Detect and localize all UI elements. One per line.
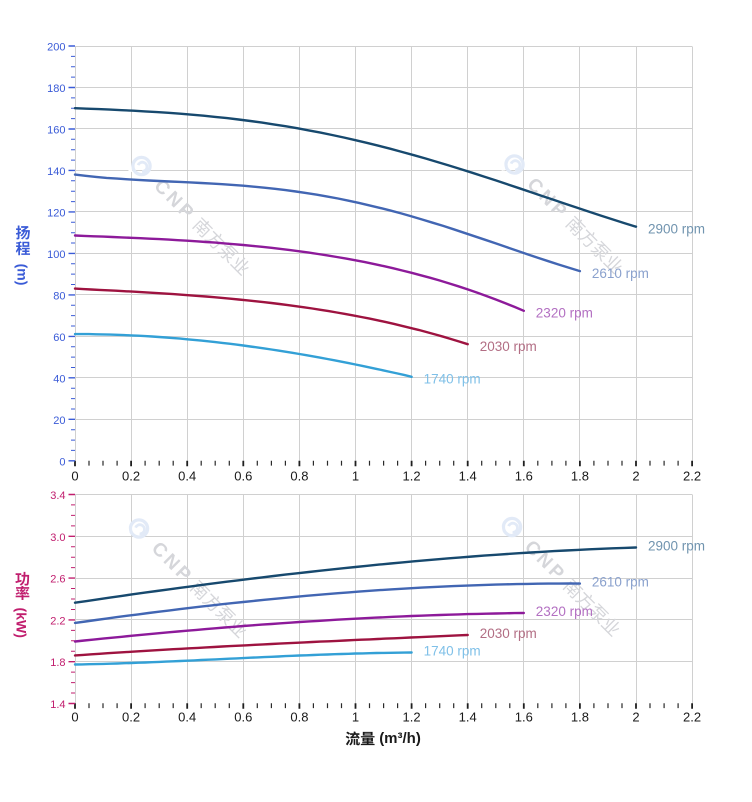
- svg-text:40: 40: [53, 373, 65, 385]
- svg-text:1.6: 1.6: [515, 469, 533, 484]
- svg-text:3.4: 3.4: [50, 490, 65, 502]
- svg-text:0.4: 0.4: [178, 469, 196, 484]
- svg-text:160: 160: [47, 125, 65, 137]
- svg-text:2.2: 2.2: [683, 710, 701, 725]
- svg-text:0.2: 0.2: [122, 710, 140, 725]
- svg-text:0.2: 0.2: [122, 469, 140, 484]
- svg-text:0.6: 0.6: [234, 710, 252, 725]
- svg-text:0.6: 0.6: [234, 469, 252, 484]
- svg-text:1.4: 1.4: [459, 469, 477, 484]
- svg-text:2900 rpm: 2900 rpm: [648, 538, 705, 553]
- svg-text:1: 1: [352, 710, 359, 725]
- svg-text:1: 1: [352, 469, 359, 484]
- svg-text:200: 200: [47, 42, 65, 54]
- svg-text:140: 140: [47, 166, 65, 178]
- svg-text:1.8: 1.8: [50, 657, 65, 669]
- svg-text:0: 0: [59, 456, 65, 468]
- svg-text:2030 rpm: 2030 rpm: [480, 339, 537, 354]
- svg-text:1740 rpm: 1740 rpm: [424, 372, 481, 387]
- svg-text:2610 rpm: 2610 rpm: [592, 266, 649, 281]
- svg-text:(m): (m): [15, 264, 31, 286]
- svg-text:2610 rpm: 2610 rpm: [592, 574, 649, 589]
- svg-text:1.8: 1.8: [571, 469, 589, 484]
- svg-text:0.8: 0.8: [290, 710, 308, 725]
- svg-text:120: 120: [47, 207, 65, 219]
- svg-text:0.4: 0.4: [178, 710, 196, 725]
- svg-text:100: 100: [47, 249, 65, 261]
- svg-text:1.2: 1.2: [403, 469, 421, 484]
- svg-text:60: 60: [53, 332, 65, 344]
- svg-text:2030 rpm: 2030 rpm: [480, 626, 537, 641]
- svg-text:(kW): (kW): [14, 608, 30, 638]
- svg-text:0: 0: [71, 710, 78, 725]
- svg-text:0: 0: [71, 469, 78, 484]
- svg-text:2900 rpm: 2900 rpm: [648, 222, 705, 237]
- svg-text:3.0: 3.0: [50, 532, 65, 544]
- svg-text:1.2: 1.2: [403, 710, 421, 725]
- svg-text:1.4: 1.4: [50, 699, 65, 711]
- svg-text:1740 rpm: 1740 rpm: [424, 643, 481, 658]
- svg-text:2: 2: [632, 710, 639, 725]
- svg-text:2320 rpm: 2320 rpm: [536, 604, 593, 619]
- svg-text:1.4: 1.4: [459, 710, 477, 725]
- svg-text:2320 rpm: 2320 rpm: [536, 306, 593, 321]
- svg-text:2.2: 2.2: [50, 615, 65, 627]
- svg-text:180: 180: [47, 83, 65, 95]
- svg-text:80: 80: [53, 290, 65, 302]
- svg-text:(m³/h): (m³/h): [379, 730, 421, 747]
- svg-text:1.8: 1.8: [571, 710, 589, 725]
- svg-text:20: 20: [53, 415, 65, 427]
- svg-text:2.6: 2.6: [50, 574, 65, 586]
- svg-text:0.8: 0.8: [290, 469, 308, 484]
- svg-text:1.6: 1.6: [515, 710, 533, 725]
- svg-text:2.2: 2.2: [683, 469, 701, 484]
- svg-text:2: 2: [632, 469, 639, 484]
